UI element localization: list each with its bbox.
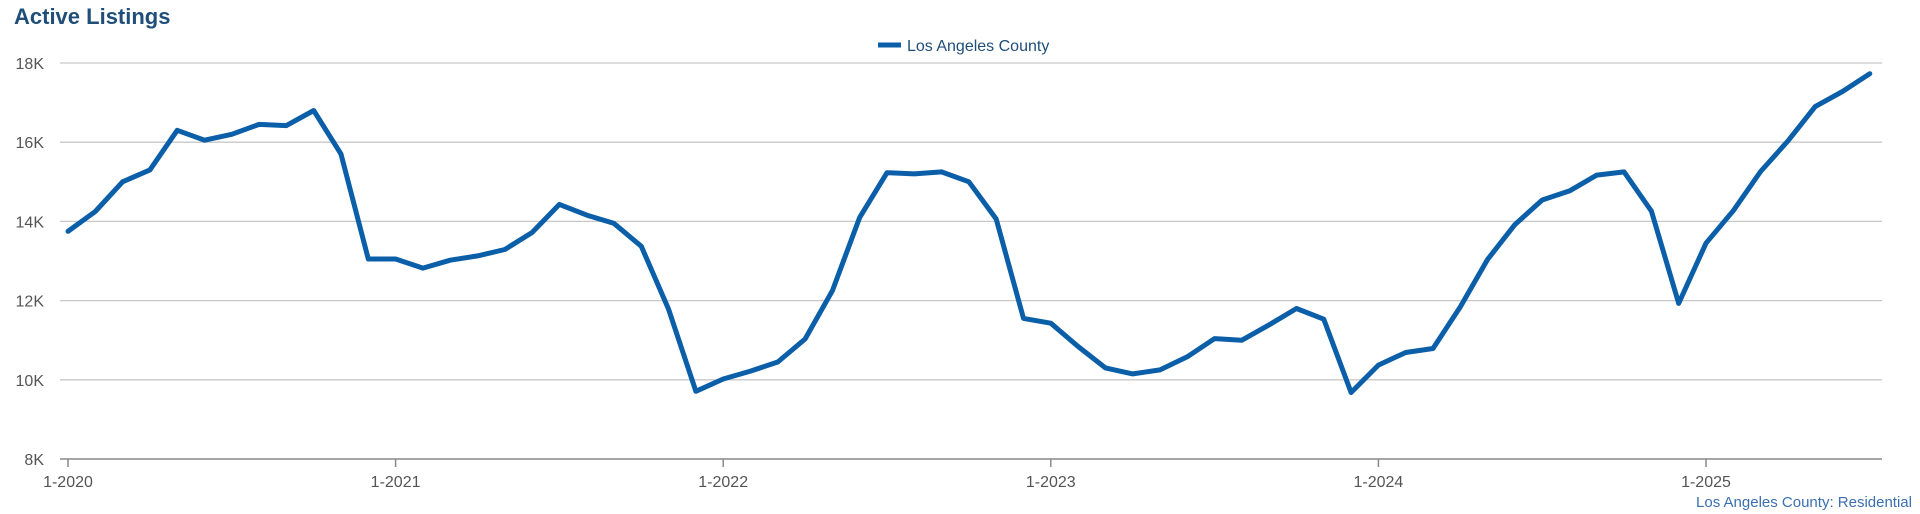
y-tick-label: 18K: [16, 56, 45, 73]
series-layer: [65, 71, 1873, 395]
chart-title: Active Listings: [14, 4, 171, 29]
series-line-los-angeles-county: [65, 71, 1873, 395]
x-tick-label: 1-2023: [1026, 474, 1076, 491]
source-note: Los Angeles County: Residential: [1696, 494, 1912, 511]
x-tick-label: 1-2021: [371, 474, 421, 491]
x-tick-label: 1-2020: [43, 474, 93, 491]
y-axis-tick-labels: 8K 10K 12K 14K 16K 18K: [16, 56, 45, 469]
y-tick-label: 14K: [16, 214, 45, 231]
y-tick-label: 16K: [16, 135, 45, 152]
x-tick-label: 1-2025: [1681, 474, 1731, 491]
gridlines: [60, 62, 1882, 381]
legend[interactable]: Los Angeles County: [878, 38, 1049, 55]
y-tick-label: 8K: [24, 452, 44, 469]
y-tick-label: 12K: [16, 294, 45, 311]
y-tick-label: 10K: [16, 373, 45, 390]
x-axis: [60, 458, 1882, 467]
legend-label-los-angeles-county: Los Angeles County: [907, 38, 1049, 55]
x-axis-tick-labels: 1-2020 1-2021 1-2022 1-2023 1-2024 1-2025: [43, 474, 1731, 491]
x-tick-label: 1-2024: [1353, 474, 1403, 491]
x-tick-label: 1-2022: [698, 474, 748, 491]
